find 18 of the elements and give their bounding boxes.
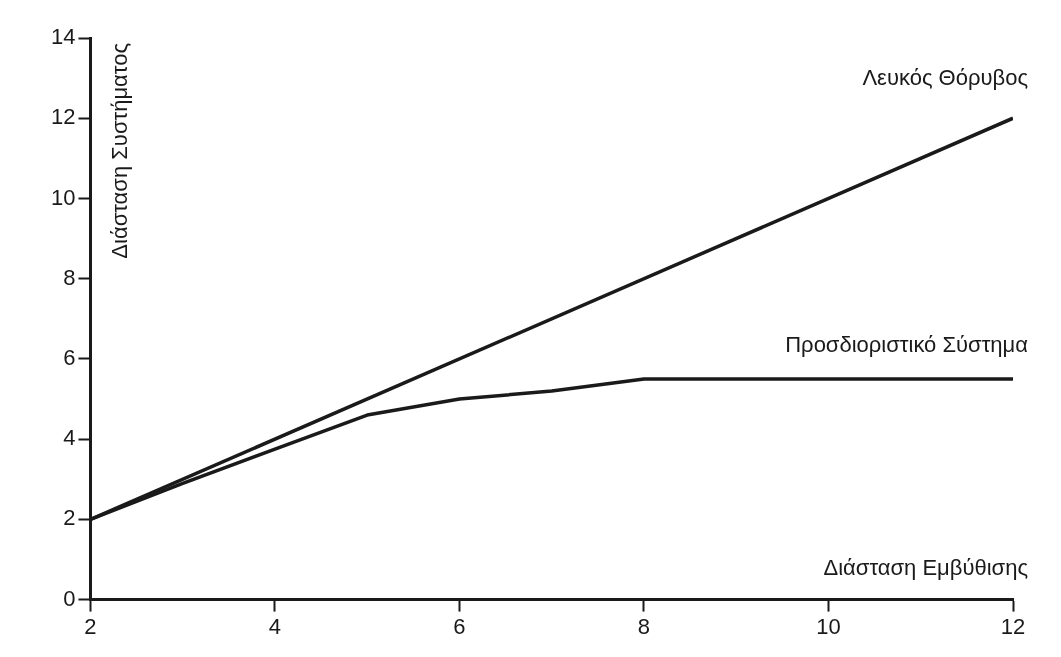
y-tick-label: 12 [50, 104, 76, 130]
y-tick-label: 4 [63, 425, 76, 451]
y-tick-label: 6 [63, 344, 76, 370]
series-label: Προσδιοριστικό Σύστημα [785, 332, 1029, 358]
series-label: Λευκός Θόρυβος [862, 65, 1028, 91]
y-tick-label: 0 [63, 585, 76, 611]
y-tick-label: 8 [63, 264, 76, 290]
x-tick-label: 2 [84, 613, 97, 639]
y-axis-title: Διάσταση Συστήματος [106, 43, 132, 259]
y-tick-label: 10 [50, 184, 76, 210]
x-tick-label: 12 [1000, 613, 1026, 639]
x-axis-title: Διάσταση Εμβύθισης [823, 554, 1028, 580]
x-tick-label: 4 [268, 613, 282, 639]
y-tick-label: 14 [50, 24, 76, 50]
x-tick-label: 8 [637, 613, 651, 639]
x-tick-label: 10 [816, 613, 841, 639]
x-tick-label: 6 [453, 613, 466, 639]
y-tick-label: 2 [63, 505, 76, 531]
